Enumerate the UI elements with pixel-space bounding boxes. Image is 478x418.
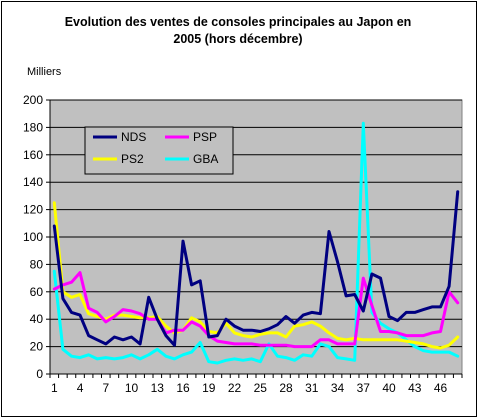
y-tick-label: 0 — [36, 367, 43, 381]
x-tick-label: 43 — [408, 381, 422, 395]
x-tick-label: 46 — [434, 381, 448, 395]
y-tick-label: 200 — [23, 93, 43, 107]
series-lines — [52, 121, 460, 365]
chart-title: Evolution des ventes de consoles princip… — [64, 15, 412, 46]
x-tick-label: 10 — [125, 381, 139, 395]
x-tick-label: 25 — [254, 381, 268, 395]
x-tick-label: 31 — [305, 381, 319, 395]
x-tick-label: 1 — [51, 381, 58, 395]
x-tick-label: 40 — [382, 381, 396, 395]
x-tick-label: 13 — [151, 381, 165, 395]
y-tick-label: 180 — [23, 120, 43, 134]
legend-label-psp: PSP — [193, 130, 217, 144]
series-line-psp — [52, 271, 460, 349]
x-tick-label: 34 — [331, 381, 345, 395]
x-tick-label: 16 — [176, 381, 190, 395]
legend-label-gba: GBA — [193, 152, 218, 166]
x-tick-label: 7 — [102, 381, 109, 395]
y-tick-label: 140 — [23, 175, 43, 189]
x-tick-label: 4 — [77, 381, 84, 395]
series-line-gba — [52, 121, 460, 365]
legend-label-ps2: PS2 — [121, 152, 144, 166]
y-tick-label: 160 — [23, 148, 43, 162]
y-tick-label: 20 — [30, 340, 44, 354]
y-tick-label: 40 — [30, 312, 44, 326]
x-tick-label: 37 — [357, 381, 371, 395]
x-tick-label: 28 — [279, 381, 293, 395]
y-tick-label: 60 — [30, 285, 44, 299]
legend-label-nds: NDS — [121, 130, 146, 144]
y-tick-label: 120 — [23, 203, 43, 217]
series-line-ps2 — [52, 201, 460, 350]
x-tick-label: 19 — [202, 381, 216, 395]
series-line-nds — [52, 190, 460, 347]
x-tick-label: 22 — [228, 381, 242, 395]
y-tick-label: 100 — [23, 230, 43, 244]
y-tick-label: 80 — [30, 257, 44, 271]
legend-box — [84, 126, 234, 175]
axes: 0 20 40 60 80 100 120 140 160 180 200 1 4 7 10 13 16 19 22… — [23, 93, 463, 395]
legend: NDS PSP PS2 GBA — [84, 126, 234, 175]
y-axis-unit-label: Milliers — [27, 66, 62, 78]
